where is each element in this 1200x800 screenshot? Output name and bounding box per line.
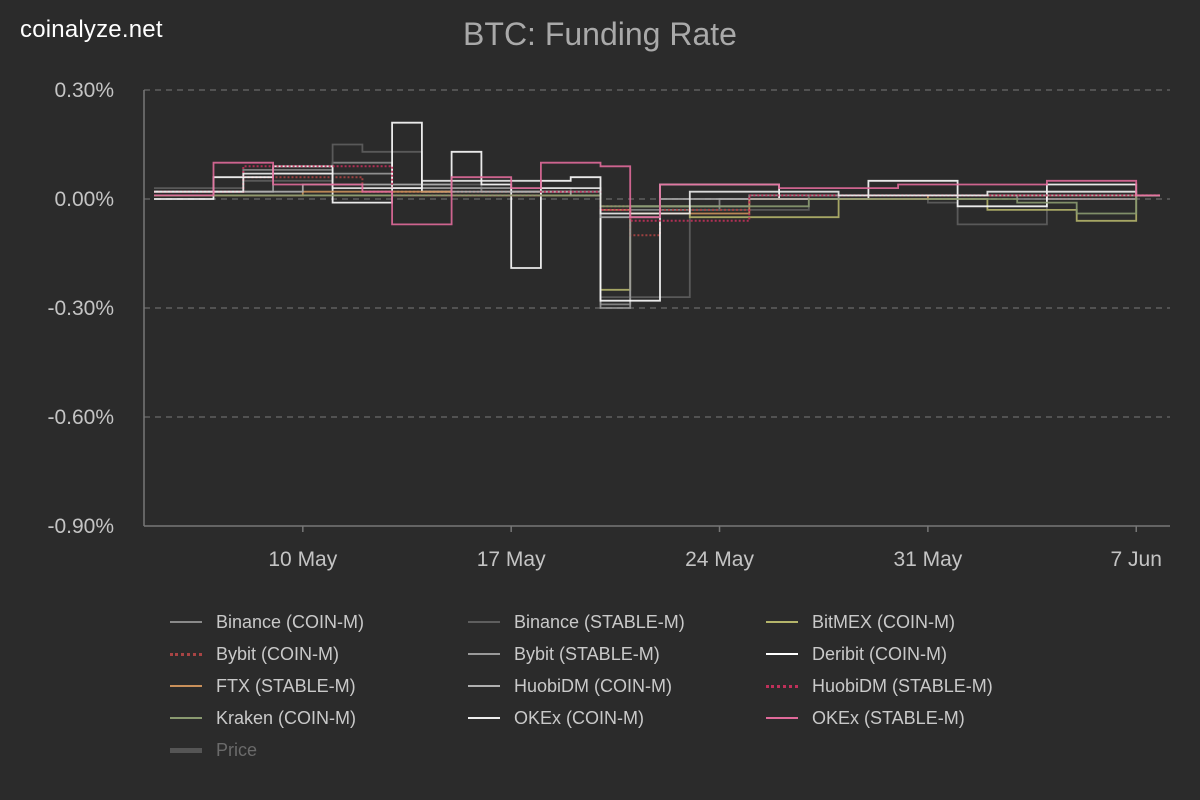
legend-swatch-icon [170,652,202,656]
x-tick-label: 24 May [685,548,754,571]
y-tick-label: 0.00% [54,188,114,211]
legend-label: HuobiDM (STABLE-M) [812,675,993,696]
grid-layer [144,89,1170,418]
legend-swatch-icon [468,685,500,687]
legend-item[interactable]: Binance (COIN-M) [170,606,468,638]
legend-item[interactable]: FTX (STABLE-M) [170,670,468,702]
legend-item[interactable]: Binance (STABLE-M) [468,606,766,638]
axis-layer [143,90,1170,532]
legend-swatch-icon [468,621,500,623]
series-line [154,143,1160,298]
legend-item[interactable]: OKEx (COIN-M) [468,702,766,734]
legend-swatch-icon [766,684,798,688]
legend-swatch-icon [170,621,202,623]
legend-label: BitMEX (COIN-M) [812,611,955,632]
legend-item[interactable]: Kraken (COIN-M) [170,702,468,734]
series-line [154,183,1160,219]
legend-label: Price [216,739,258,760]
legend-label: Kraken (COIN-M) [216,707,357,728]
legend-item[interactable]: BitMEX (COIN-M) [766,606,1064,638]
series-line [154,161,1160,226]
legend-swatch-icon [170,717,202,719]
y-tick-labels: 0.30% 0.00% -0.30% -0.60% -0.90% [47,79,114,538]
series-line [154,121,1160,302]
x-tick-label: 31 May [893,548,962,571]
legend-item[interactable]: HuobiDM (COIN-M) [468,670,766,702]
legend-label: Bybit (STABLE-M) [514,643,660,664]
legend-label: Deribit (COIN-M) [812,643,947,664]
series-line [154,172,1160,215]
legend-swatch-icon [170,747,202,753]
legend-item[interactable]: HuobiDM (STABLE-M) [766,670,1064,702]
y-tick-label: -0.90% [47,515,114,538]
legend-swatch-icon [766,621,798,623]
legend-label: Binance (COIN-M) [216,611,365,632]
y-tick-label: -0.30% [47,297,114,320]
chart-legend: Binance (COIN-M) Binance (STABLE-M) BitMEX… [170,606,1170,766]
x-tick-label: 17 May [477,548,546,571]
x-tick-label: 10 May [268,548,337,571]
legend-swatch-icon [766,717,798,719]
brand-logo: coinalyze.net [20,16,163,43]
legend-swatch-icon [766,653,798,655]
legend-swatch-icon [468,717,500,719]
legend-label: HuobiDM (COIN-M) [514,675,673,696]
legend-label: OKEx (STABLE-M) [812,707,965,728]
legend-item[interactable]: Price [170,734,468,766]
y-tick-label: -0.60% [47,406,114,429]
legend-item[interactable]: Bybit (COIN-M) [170,638,468,670]
legend-label: Bybit (COIN-M) [216,643,339,664]
y-tick-label: 0.30% [54,79,114,102]
legend-item[interactable]: OKEx (STABLE-M) [766,702,1064,734]
legend-item[interactable]: Bybit (STABLE-M) [468,638,766,670]
x-tick-labels: 10 May 17 May 24 May 31 May 7 Jun [268,548,1162,571]
legend-swatch-icon [170,685,202,687]
legend-label: OKEx (COIN-M) [514,707,644,728]
legend-label: FTX (STABLE-M) [216,675,356,696]
series-layer [154,121,1160,309]
chart-title: BTC: Funding Rate [463,16,737,52]
x-tick-label: 7 Jun [1111,548,1162,571]
series-line [154,172,1160,309]
legend-item[interactable]: Deribit (COIN-M) [766,638,1064,670]
legend-swatch-icon [468,653,500,655]
legend-label: Binance (STABLE-M) [514,611,685,632]
